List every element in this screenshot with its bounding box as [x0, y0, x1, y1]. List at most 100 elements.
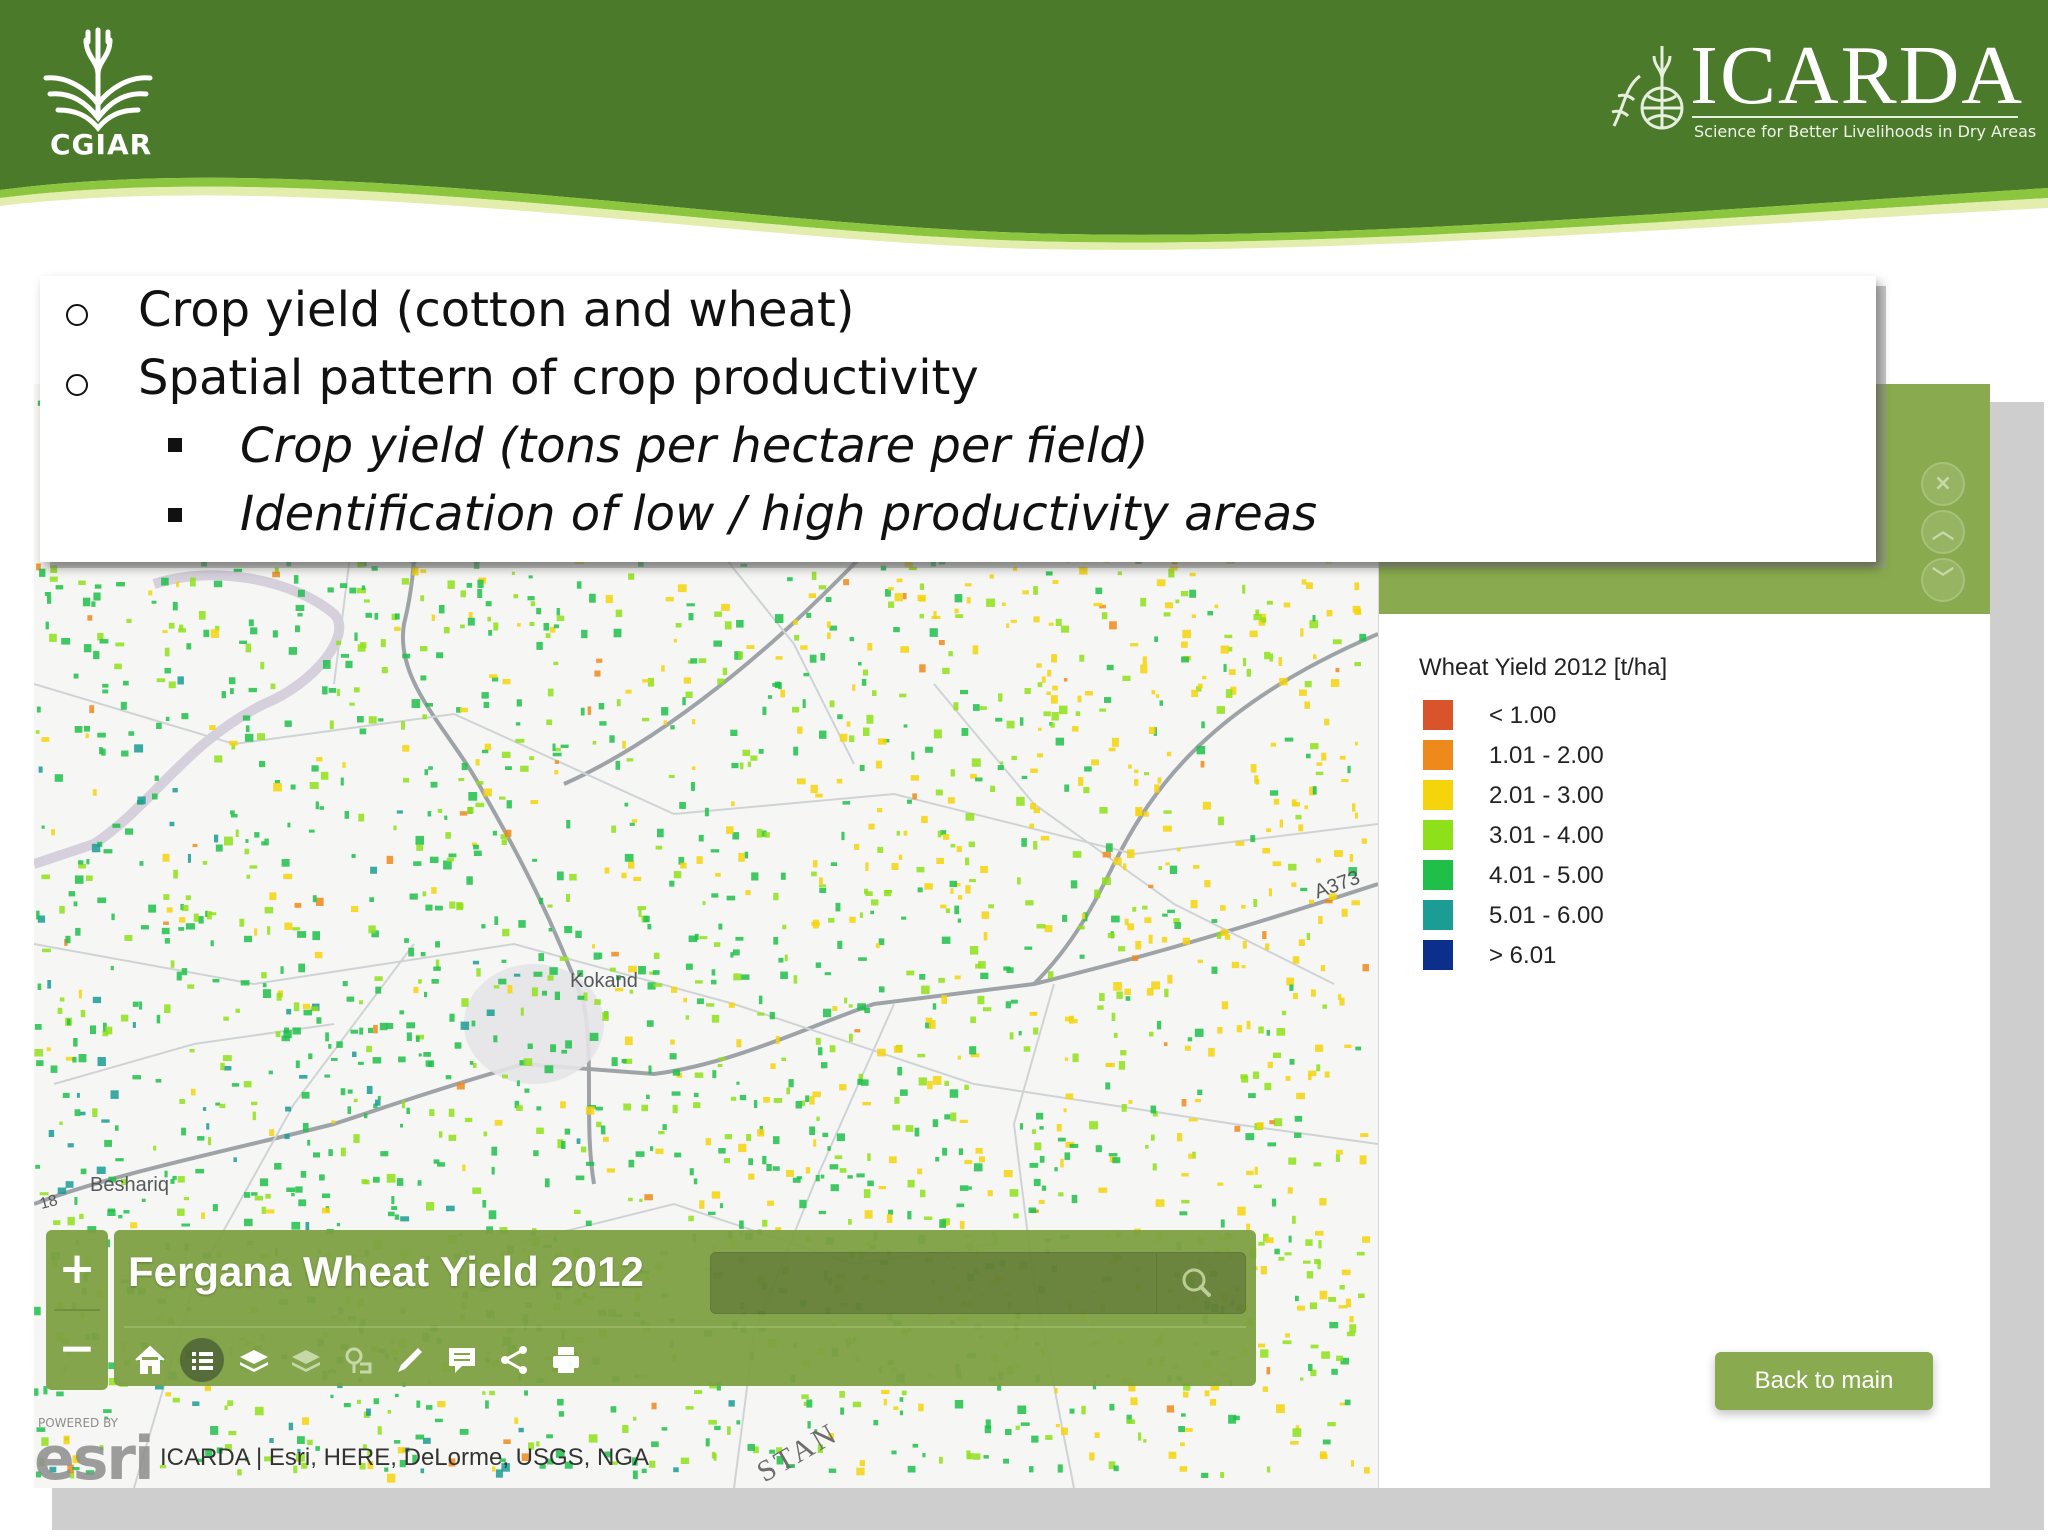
- field-patch: [1344, 1044, 1352, 1048]
- field-patch: [235, 829, 239, 837]
- field-patch: [1033, 841, 1038, 850]
- chevron-down-icon[interactable]: ﹀: [1921, 558, 1965, 602]
- field-patch: [65, 1181, 74, 1188]
- field-patch: [972, 645, 979, 655]
- zoom-in-button[interactable]: +: [58, 1243, 96, 1294]
- field-patch: [316, 1017, 322, 1024]
- field-patch: [1224, 634, 1233, 639]
- field-patch: [213, 580, 223, 588]
- field-patch: [134, 744, 144, 753]
- print-icon[interactable]: [544, 1338, 588, 1382]
- field-patch: [935, 789, 943, 796]
- esri-logo[interactable]: esri: [34, 1424, 155, 1488]
- field-patch: [797, 726, 803, 734]
- field-patch: [148, 904, 156, 913]
- field-patch: [936, 857, 944, 864]
- sub-bullet-item: Crop yield (tons per hectare per field): [240, 418, 1149, 474]
- draw-icon[interactable]: [388, 1338, 432, 1382]
- back-to-main-button[interactable]: Back to main: [1715, 1352, 1933, 1410]
- field-patch: [1315, 858, 1321, 863]
- field-patch: [637, 906, 646, 910]
- field-patch: [505, 829, 512, 837]
- basemap-icon[interactable]: [284, 1338, 328, 1382]
- field-patch: [916, 866, 925, 873]
- field-patch: [828, 1433, 834, 1440]
- field-patch: [516, 1105, 523, 1111]
- field-patch: [1350, 1460, 1354, 1467]
- field-patch: [524, 1390, 528, 1396]
- field-patch: [587, 706, 592, 715]
- search-input[interactable]: [711, 1253, 1157, 1313]
- field-patch: [67, 1018, 71, 1026]
- field-patch: [230, 688, 234, 695]
- field-patch: [233, 1157, 237, 1162]
- field-patch: [305, 1222, 310, 1231]
- map-canvas[interactable]: Kokand Beshariq A373 18 STAN + − Fergana…: [34, 384, 1378, 1488]
- layers-icon[interactable]: [232, 1338, 276, 1382]
- field-patch: [435, 941, 440, 948]
- field-patch: [738, 852, 745, 862]
- field-patch: [415, 1035, 420, 1042]
- field-patch: [852, 1401, 862, 1408]
- field-patch: [195, 1458, 203, 1463]
- field-patch: [310, 1006, 319, 1012]
- field-patch: [1073, 1018, 1078, 1024]
- field-patch: [39, 568, 46, 577]
- field-patch: [1282, 1340, 1292, 1345]
- field-patch: [841, 831, 845, 841]
- chevron-up-icon[interactable]: ︿: [1921, 510, 1965, 554]
- zoom-out-button[interactable]: −: [58, 1323, 96, 1374]
- field-patch: [858, 957, 867, 961]
- field-patch: [141, 1198, 146, 1202]
- home-icon[interactable]: [128, 1338, 172, 1382]
- field-patch: [1165, 862, 1170, 866]
- field-patch: [834, 1155, 843, 1160]
- field-patch: [301, 1091, 310, 1099]
- field-patch: [792, 706, 800, 713]
- field-patch: [460, 590, 466, 598]
- field-patch: [460, 1021, 470, 1030]
- field-patch: [307, 1439, 313, 1446]
- field-patch: [156, 1014, 161, 1024]
- field-patch: [683, 997, 687, 1003]
- comment-icon[interactable]: [440, 1338, 484, 1382]
- field-patch: [41, 825, 45, 829]
- bookmark-icon[interactable]: [336, 1338, 380, 1382]
- list-icon[interactable]: [180, 1338, 224, 1382]
- field-patch: [208, 912, 217, 916]
- field-patch: [261, 1206, 266, 1214]
- field-patch: [1071, 726, 1079, 732]
- field-patch: [162, 630, 168, 634]
- field-patch: [957, 918, 962, 923]
- field-patch: [1084, 691, 1093, 696]
- field-patch: [56, 1391, 64, 1397]
- search-icon[interactable]: [1167, 1261, 1227, 1305]
- field-patch: [878, 986, 885, 993]
- field-patch: [927, 1081, 933, 1090]
- field-patch: [151, 600, 157, 604]
- field-patch: [483, 788, 492, 797]
- field-patch: [1077, 695, 1082, 703]
- field-patch: [835, 902, 841, 912]
- field-patch: [1084, 766, 1092, 772]
- field-patch: [1009, 1189, 1019, 1197]
- field-patch: [1102, 851, 1111, 858]
- field-patch: [907, 1465, 916, 1473]
- field-patch: [987, 1190, 993, 1197]
- field-patch: [1352, 803, 1356, 812]
- field-patch: [1017, 877, 1021, 885]
- field-patch: [172, 788, 178, 793]
- field-patch: [602, 1012, 609, 1021]
- share-icon[interactable]: [492, 1338, 536, 1382]
- field-patch: [647, 982, 656, 990]
- close-icon[interactable]: ×: [1921, 462, 1965, 506]
- field-patch: [202, 1107, 207, 1111]
- field-patch: [546, 1434, 553, 1439]
- field-patch: [954, 608, 959, 614]
- field-patch: [1111, 1012, 1116, 1021]
- field-patch: [187, 984, 195, 989]
- field-patch: [672, 1069, 681, 1076]
- field-patch: [471, 842, 477, 847]
- field-patch: [1010, 619, 1017, 623]
- field-patch: [340, 1088, 346, 1096]
